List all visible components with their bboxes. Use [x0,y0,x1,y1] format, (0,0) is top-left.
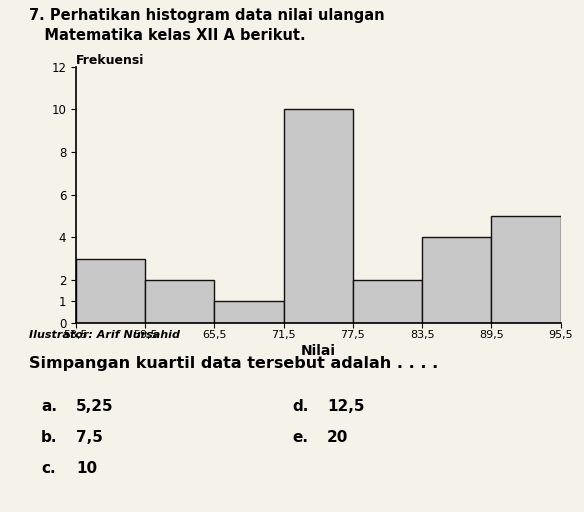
Text: 20: 20 [327,430,349,445]
Text: e.: e. [292,430,308,445]
X-axis label: Nilai: Nilai [301,345,336,358]
Text: 10: 10 [76,461,97,476]
Text: Ilustrator: Arif Nursahid: Ilustrator: Arif Nursahid [29,330,180,340]
Text: Matematika kelas XII A berikut.: Matematika kelas XII A berikut. [29,28,306,43]
Text: a.: a. [41,399,57,414]
Text: b.: b. [41,430,57,445]
Text: Simpangan kuartil data tersebut adalah . . . .: Simpangan kuartil data tersebut adalah .… [29,356,439,371]
Text: Frekuensi: Frekuensi [76,54,144,67]
Text: 12,5: 12,5 [327,399,364,414]
Text: 7,5: 7,5 [76,430,103,445]
Text: c.: c. [41,461,55,476]
Bar [214,301,284,323]
Bar [491,216,561,323]
Bar [76,259,145,323]
Bar [353,280,422,323]
Text: 5,25: 5,25 [76,399,113,414]
Bar [284,109,353,323]
Bar [145,280,214,323]
Text: d.: d. [292,399,308,414]
Bar [422,237,491,323]
Text: 7. Perhatikan histogram data nilai ulangan: 7. Perhatikan histogram data nilai ulang… [29,8,385,23]
